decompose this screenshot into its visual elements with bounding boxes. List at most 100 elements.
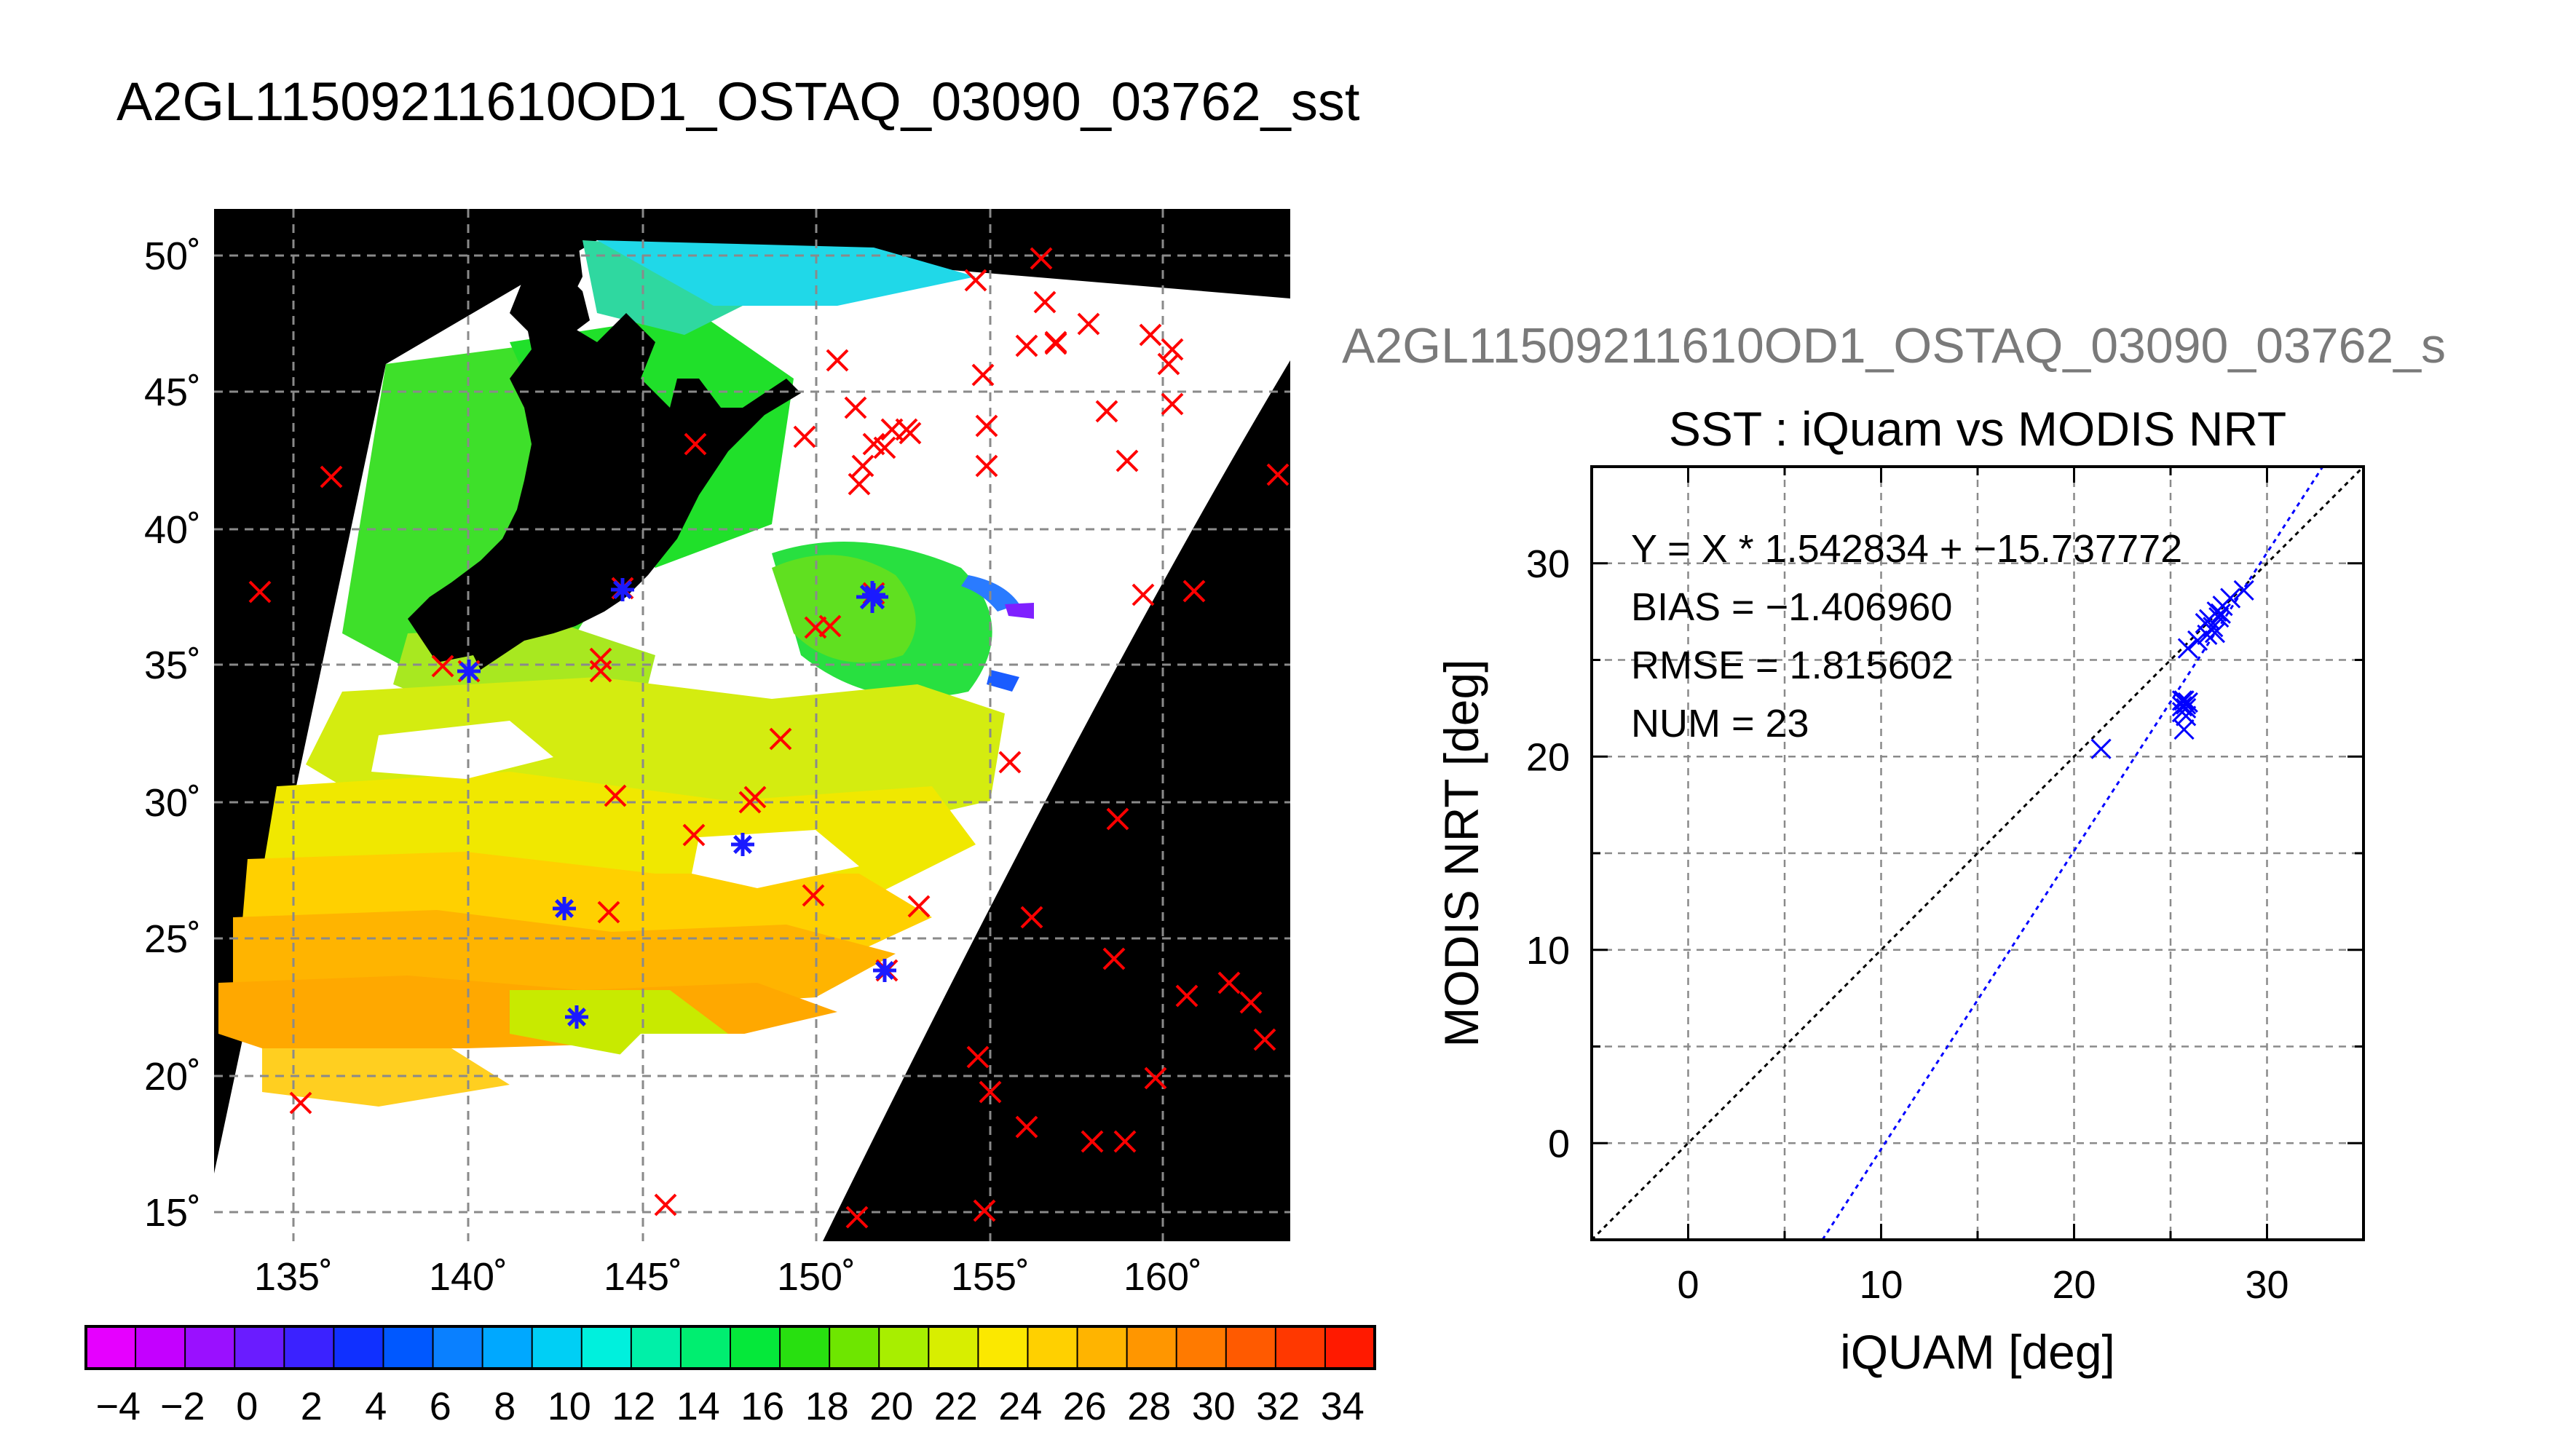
- x-axis-label: iQUAM [deg]: [1840, 1325, 2115, 1379]
- colorbar-tick-label: 30: [1192, 1385, 1236, 1428]
- stats-bias: BIAS = −1.406960: [1631, 585, 1952, 629]
- colorbar-tick-label: 10: [548, 1385, 591, 1428]
- lat-label: 50˚: [144, 234, 201, 278]
- y-axis-label: MODIS NRT [deg]: [1434, 659, 1488, 1047]
- map-marker-x: [793, 425, 816, 448]
- scatter-point: [2177, 638, 2198, 659]
- colorbar-cell: [86, 1326, 136, 1369]
- map-marker-x: [873, 436, 896, 459]
- colorbar-tick-label: 24: [998, 1385, 1042, 1428]
- one-to-one-line: [1592, 467, 2364, 1240]
- map-marker-x: [1077, 312, 1100, 336]
- colorbar-tick-label: 20: [869, 1385, 913, 1428]
- lon-label: 160˚: [1124, 1255, 1202, 1299]
- colorbar-cell: [879, 1326, 930, 1369]
- lat-label: 30˚: [144, 781, 201, 825]
- map-marker-x: [1102, 947, 1126, 970]
- colorbar-tick-label: 26: [1063, 1385, 1107, 1428]
- map-marker-x: [604, 784, 627, 807]
- map-marker-x: [844, 396, 867, 419]
- map-marker-x: [289, 1091, 312, 1115]
- map-marker-x: [848, 472, 871, 496]
- colorbar-tick-label: 6: [430, 1385, 451, 1428]
- map-marker-x: [964, 269, 987, 292]
- map-marker-star: [565, 1005, 588, 1029]
- map-lat-labels: 50˚ 45˚ 40˚ 35˚ 30˚ 25˚ 20˚ 15˚: [144, 234, 201, 1235]
- colorbar-tick-label: 4: [365, 1385, 387, 1428]
- scatter-point: [2173, 719, 2195, 740]
- map-marker-star: [862, 583, 885, 606]
- map-marker-x: [1161, 392, 1184, 416]
- map-marker-x: [431, 654, 454, 678]
- map-marker-x: [1144, 1067, 1167, 1090]
- map-marker-x: [1106, 807, 1129, 831]
- colorbar-cell: [1126, 1326, 1177, 1369]
- scatter-tick-labels: 0 10 20 30 0 10 20 30: [1526, 542, 2289, 1307]
- colorbar-cell: [631, 1326, 682, 1369]
- colorbar-cell: [978, 1326, 1029, 1369]
- map-marker-star: [731, 833, 754, 856]
- map-marker-x: [851, 454, 874, 478]
- lat-label: 40˚: [144, 508, 201, 552]
- map-marker-x: [682, 823, 706, 847]
- map-marker-x: [1033, 290, 1057, 314]
- y-tick-label: 0: [1548, 1122, 1570, 1166]
- scatter-points: [2090, 579, 2254, 759]
- map-marker-x: [1182, 579, 1206, 603]
- map-marker-x: [973, 1199, 996, 1222]
- x-tick-label: 30: [2245, 1263, 2289, 1307]
- map-marker-x: [802, 884, 825, 907]
- colorbar-tick-label: 18: [805, 1385, 849, 1428]
- colorbar-cell: [433, 1326, 483, 1369]
- colorbar-tick-label: 12: [612, 1385, 655, 1428]
- map-marker-x: [1139, 323, 1162, 347]
- stats-num: NUM = 23: [1631, 702, 1809, 745]
- colorbar-tick-label: 2: [301, 1385, 323, 1428]
- map-marker-x: [248, 580, 272, 604]
- colorbar-cell: [680, 1326, 731, 1369]
- colorbar-tick-label: 0: [236, 1385, 258, 1428]
- lat-label: 35˚: [144, 644, 201, 687]
- map-marker-x: [1266, 463, 1290, 486]
- lat-label: 20˚: [144, 1055, 201, 1099]
- map-marker-x: [1030, 247, 1053, 270]
- map-marker-x: [1095, 400, 1118, 423]
- secondary-title: A2GL11509211610OD1_OSTAQ_03090_03762_s: [1342, 318, 2446, 373]
- map-marker-x: [1044, 331, 1067, 354]
- sst-map: 50˚ 45˚ 40˚ 35˚ 30˚ 25˚ 20˚ 15˚ 135˚ 140…: [144, 209, 1290, 1299]
- stats-equation: Y = X * 1.542834 + −15.737772: [1631, 527, 2182, 571]
- map-marker-x: [1020, 906, 1043, 929]
- map-marker-x: [1253, 1028, 1276, 1051]
- lat-label: 45˚: [144, 371, 201, 414]
- colorbar-cell: [482, 1326, 533, 1369]
- sst-colorbar: −4 −2 0 2 4 6 8 10 12 14 16 18 20 22 24 26 28 30 32 34: [84, 1325, 1376, 1428]
- lat-label: 25˚: [144, 917, 201, 961]
- map-marker-x: [899, 422, 922, 445]
- map-marker-x: [597, 901, 620, 924]
- x-tick-label: 0: [1677, 1263, 1699, 1307]
- map-marker-x: [589, 660, 612, 683]
- map-marker-x: [907, 895, 931, 918]
- y-tick-label: 20: [1526, 735, 1570, 779]
- colorbar-cell: [829, 1326, 880, 1369]
- lon-label: 140˚: [429, 1255, 508, 1299]
- colorbar-tick-label: 22: [934, 1385, 978, 1428]
- map-marker-x: [979, 1080, 1002, 1104]
- map-marker-x: [684, 432, 707, 456]
- scatter-point: [2176, 697, 2197, 719]
- map-marker-x: [1157, 352, 1180, 376]
- lon-label: 155˚: [951, 1255, 1030, 1299]
- colorbar-cell: [1077, 1326, 1128, 1369]
- y-tick-label: 30: [1526, 542, 1570, 586]
- map-marker-x: [1115, 449, 1139, 472]
- colorbar-cell: [780, 1326, 830, 1369]
- colorbar-cell: [581, 1326, 632, 1369]
- scatter-point: [2208, 607, 2230, 628]
- map-marker-star: [611, 578, 634, 601]
- colorbar-cell: [383, 1326, 434, 1369]
- scatter-point: [2220, 587, 2241, 609]
- hokkaido-landmass: [510, 262, 590, 342]
- colorbar-cell: [1225, 1326, 1276, 1369]
- map-marker-x: [1113, 1130, 1137, 1153]
